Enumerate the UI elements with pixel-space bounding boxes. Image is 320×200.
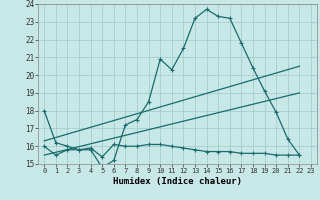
X-axis label: Humidex (Indice chaleur): Humidex (Indice chaleur) bbox=[113, 177, 242, 186]
